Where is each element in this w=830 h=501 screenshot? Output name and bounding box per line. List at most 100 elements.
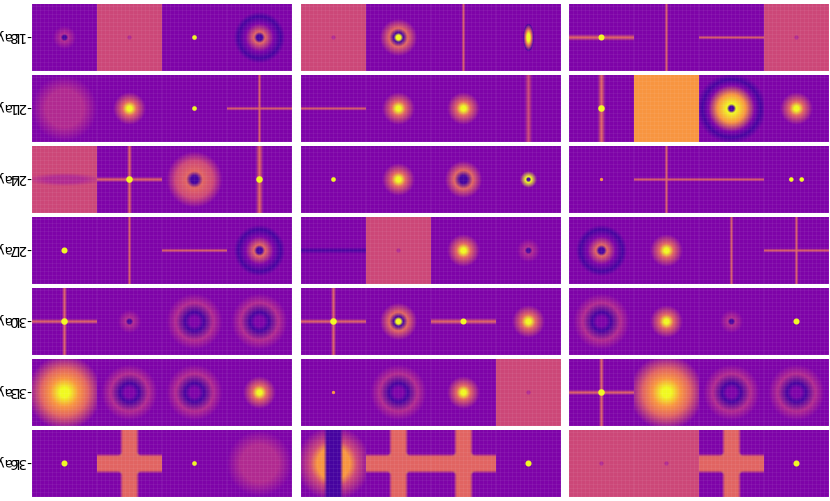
- heatmap-tile: [764, 430, 829, 497]
- heatmap-panel: [569, 359, 829, 426]
- heatmap-tile: [162, 75, 227, 142]
- row-label: Layer19-21: [0, 100, 50, 117]
- heatmap-tile: [634, 430, 699, 497]
- heatmap-panel: [32, 4, 292, 71]
- heatmap-panel: [32, 288, 292, 355]
- heatmap-panel: [32, 217, 292, 284]
- heatmap-tile: [431, 217, 496, 284]
- heatmap-tile: [569, 75, 634, 142]
- row-label: Layer31-33: [0, 384, 50, 401]
- heatmap-tile: [97, 75, 162, 142]
- heatmap-panel: [301, 430, 561, 497]
- heatmap-tile: [431, 146, 496, 213]
- heatmap-tile: [227, 217, 292, 284]
- heatmap-tile: [301, 430, 366, 497]
- heatmap-tile: [366, 359, 431, 426]
- heatmap-tile: [97, 217, 162, 284]
- heatmap-tile: [634, 4, 699, 71]
- heatmap-tile: [32, 217, 97, 284]
- heatmap-tile: [162, 146, 227, 213]
- heatmap-tile: [699, 4, 764, 71]
- heatmap-panel: [301, 217, 561, 284]
- heatmap-tile: [32, 359, 97, 426]
- heatmap-tile: [97, 359, 162, 426]
- row-label: Layer25-27: [0, 242, 50, 259]
- heatmap-tile: [32, 146, 97, 213]
- heatmap-tile: [496, 359, 561, 426]
- heatmap-tile: [366, 288, 431, 355]
- heatmap-tile: [32, 4, 97, 71]
- heatmap-tile: [97, 146, 162, 213]
- heatmap-tile: [97, 430, 162, 497]
- row-label: Layer16-18: [0, 29, 50, 46]
- heatmap-tile: [301, 217, 366, 284]
- heatmap-tile: [301, 146, 366, 213]
- row-label: Layer22-24: [0, 171, 50, 188]
- heatmap-tile: [496, 288, 561, 355]
- heatmap-panel: [32, 359, 292, 426]
- heatmap-panel: [301, 288, 561, 355]
- heatmap-tile: [764, 75, 829, 142]
- heatmap-tile: [634, 359, 699, 426]
- heatmap-tile: [569, 146, 634, 213]
- heatmap-tile: [764, 217, 829, 284]
- heatmap-tile: [699, 288, 764, 355]
- heatmap-tile: [699, 359, 764, 426]
- heatmap-tile: [634, 146, 699, 213]
- heatmap-panel: [301, 146, 561, 213]
- heatmap-panel: [32, 430, 292, 497]
- heatmap-tile: [227, 146, 292, 213]
- heatmap-tile: [634, 75, 699, 142]
- heatmap-tile: [496, 430, 561, 497]
- heatmap-tile: [32, 75, 97, 142]
- heatmap-panel: [569, 146, 829, 213]
- heatmap-tile: [699, 217, 764, 284]
- heatmap-tile: [301, 75, 366, 142]
- heatmap-tile: [301, 4, 366, 71]
- heatmap-tile: [699, 75, 764, 142]
- heatmap-panel: [32, 75, 292, 142]
- heatmap-tile: [227, 359, 292, 426]
- heatmap-tile: [162, 217, 227, 284]
- heatmap-tile: [162, 288, 227, 355]
- heatmap-panel: [569, 217, 829, 284]
- heatmap-tile: [227, 288, 292, 355]
- heatmap-panel: [32, 146, 292, 213]
- heatmap-tile: [227, 430, 292, 497]
- heatmap-panel: [569, 75, 829, 142]
- heatmap-tile: [32, 288, 97, 355]
- heatmap-tile: [569, 217, 634, 284]
- heatmap-tile: [32, 430, 97, 497]
- heatmap-tile: [569, 4, 634, 71]
- heatmap-tile: [764, 359, 829, 426]
- heatmap-tile: [569, 430, 634, 497]
- heatmap-tile: [366, 430, 431, 497]
- heatmap-tile: [496, 4, 561, 71]
- heatmap-tile: [431, 359, 496, 426]
- row-label: Layer28-30: [0, 313, 50, 330]
- heatmap-tile: [496, 146, 561, 213]
- heatmap-tile: [569, 359, 634, 426]
- heatmap-panel: [301, 75, 561, 142]
- heatmap-tile: [634, 217, 699, 284]
- heatmap-tile: [569, 288, 634, 355]
- heatmap-tile: [227, 75, 292, 142]
- heatmap-tile: [634, 288, 699, 355]
- heatmap-tile: [366, 146, 431, 213]
- heatmap-tile: [301, 359, 366, 426]
- heatmap-tile: [431, 430, 496, 497]
- heatmap-tile: [366, 217, 431, 284]
- heatmap-tile: [496, 75, 561, 142]
- heatmap-tile: [162, 359, 227, 426]
- heatmap-tile: [699, 146, 764, 213]
- heatmap-panel: [301, 359, 561, 426]
- heatmap-tile: [97, 4, 162, 71]
- heatmap-tile: [431, 288, 496, 355]
- heatmap-tile: [97, 288, 162, 355]
- heatmap-panel: [569, 430, 829, 497]
- heatmap-tile: [764, 4, 829, 71]
- heatmap-tile: [366, 4, 431, 71]
- heatmap-panel: [569, 4, 829, 71]
- heatmap-tile: [162, 4, 227, 71]
